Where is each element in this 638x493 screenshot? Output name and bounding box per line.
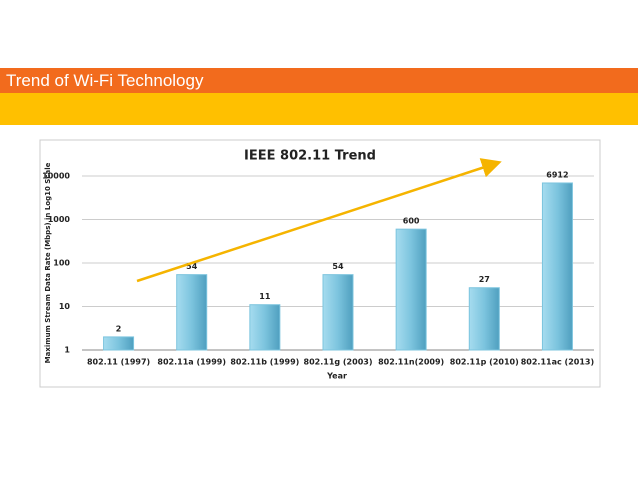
y-tick-label: 1000 bbox=[48, 215, 71, 224]
bar bbox=[541, 182, 573, 351]
value-label: 600 bbox=[403, 217, 420, 226]
value-label: 11 bbox=[259, 292, 271, 301]
y-tick-label: 10000 bbox=[42, 172, 70, 181]
slide-title: Trend of Wi-Fi Technology bbox=[0, 68, 638, 93]
bar bbox=[103, 336, 135, 351]
y-axis-label: Maximum Stream Data Rate (Mbps) in Log10… bbox=[44, 162, 52, 363]
x-tick-label: 802.11b (1999) bbox=[230, 358, 299, 367]
x-tick-label: 802.11a (1999) bbox=[157, 358, 226, 367]
bar bbox=[468, 287, 500, 351]
accent-band bbox=[0, 93, 638, 125]
bar bbox=[176, 274, 208, 351]
y-tick-label: 100 bbox=[53, 259, 70, 268]
x-tick-label: 802.11 (1997) bbox=[87, 358, 150, 367]
bar bbox=[395, 228, 427, 351]
value-label: 2 bbox=[116, 324, 122, 333]
y-tick-label: 10 bbox=[59, 302, 71, 311]
bar bbox=[322, 274, 354, 351]
y-tick-label: 1 bbox=[64, 346, 70, 355]
trend-arrow bbox=[136, 158, 502, 283]
value-label: 54 bbox=[332, 262, 344, 271]
x-tick-label: 802.11n(2009) bbox=[378, 358, 444, 367]
x-axis-label: Year bbox=[326, 372, 347, 381]
x-tick-label: 802.11g (2003) bbox=[304, 358, 373, 367]
value-label: 27 bbox=[479, 275, 490, 284]
chart-title: IEEE 802.11 Trend bbox=[244, 149, 376, 164]
value-label: 54 bbox=[186, 262, 198, 271]
x-tick-label: 802.11ac (2013) bbox=[521, 358, 594, 367]
bar bbox=[249, 304, 281, 351]
x-tick-label: 802.11p (2010) bbox=[450, 358, 519, 367]
value-label: 6912 bbox=[546, 170, 568, 179]
